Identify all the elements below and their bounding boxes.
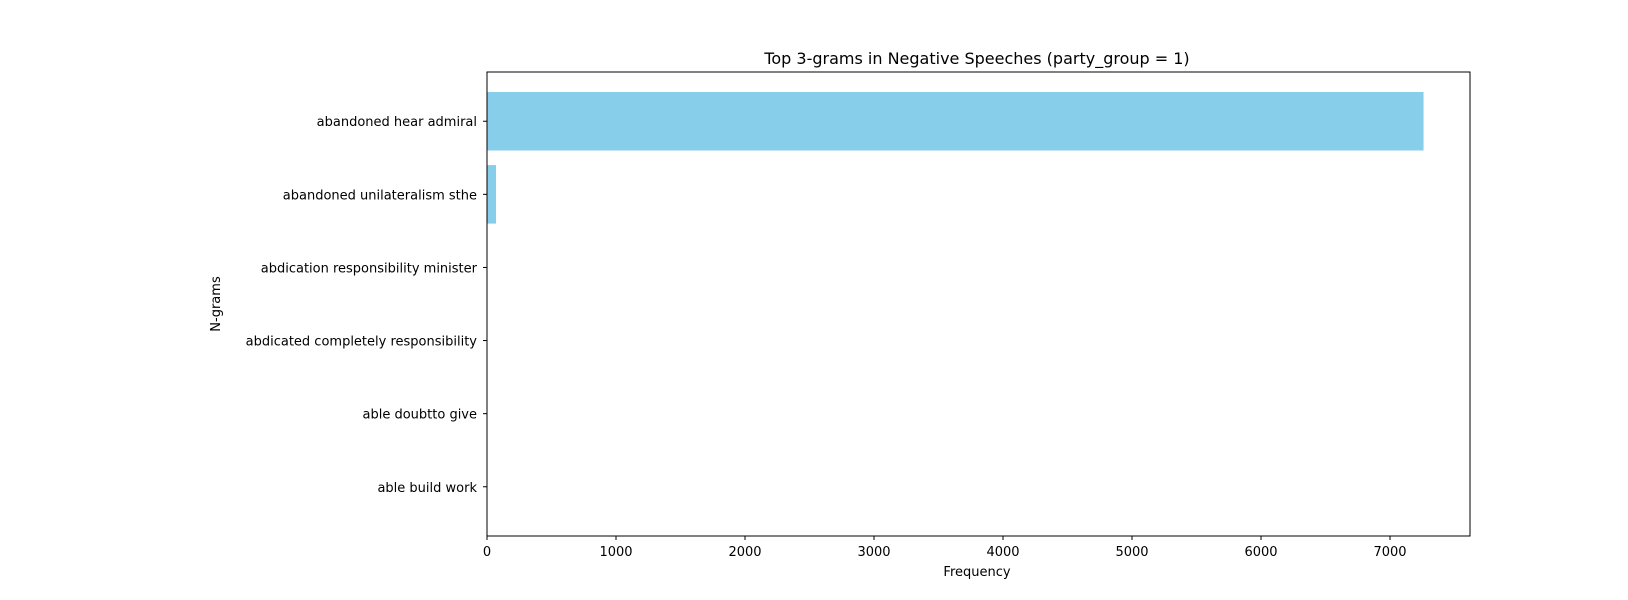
- x-tick-label: 0: [483, 545, 491, 560]
- x-tick-label: 5000: [1115, 545, 1148, 560]
- x-tick-label: 6000: [1244, 545, 1277, 560]
- x-tick-label: 2000: [728, 545, 761, 560]
- x-axis-label: Frequency: [943, 565, 1010, 580]
- x-tick-label: 4000: [986, 545, 1019, 560]
- y-axis: abandoned hear admiral abandoned unilater…: [246, 115, 487, 496]
- x-tick-label: 7000: [1373, 545, 1406, 560]
- y-tick-label: abdication responsibility minister: [261, 261, 478, 276]
- y-tick-label: abdicated completely responsibility: [246, 335, 478, 350]
- y-tick-label: abandoned unilateralism sthe: [283, 188, 477, 203]
- chart-title: Top 3-grams in Negative Speeches (party_…: [763, 49, 1189, 69]
- plot-frame: [486, 71, 1471, 537]
- bar-1: [487, 165, 497, 224]
- bars-group: [487, 92, 1424, 516]
- y-tick-label: able doubtto give: [363, 408, 478, 423]
- y-tick-label: able build work: [377, 481, 477, 496]
- x-tick-label: 3000: [857, 545, 890, 560]
- bar-0: [487, 92, 1424, 151]
- x-tick-label: 1000: [599, 545, 632, 560]
- y-tick-label: abandoned hear admiral: [317, 115, 477, 130]
- y-axis-label: N-grams: [209, 276, 224, 332]
- x-axis: 0 1000 2000 3000 4000 5000 6000 7000: [483, 536, 1407, 560]
